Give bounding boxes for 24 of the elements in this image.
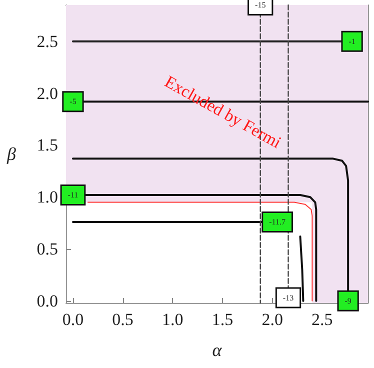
x-tick-label: 0.0 (62, 310, 84, 329)
y-tick-label: 0.0 (36, 291, 58, 310)
x-tick-label: 1.5 (212, 310, 234, 329)
series-label: -11 (68, 190, 78, 200)
series-label: -13 (282, 293, 294, 302)
point (62, 91, 84, 112)
y-tick-label: 1.5 (36, 136, 58, 155)
y-tick-label: 2.0 (36, 84, 58, 103)
y-tick-label: 2.5 (36, 32, 58, 51)
series-label: -1 (348, 36, 356, 46)
y-axis-title: β (6, 144, 16, 164)
y-tick-label: 1.0 (36, 188, 58, 207)
series-label: -5 (70, 97, 76, 106)
x-tick-label: 2.0 (262, 310, 283, 329)
y-tick-label: 0.5 (36, 240, 58, 259)
series-label: -9 (344, 296, 352, 306)
point (341, 30, 363, 52)
line-series (87, 202, 313, 302)
x-tick-label: 0.5 (112, 310, 134, 329)
point (60, 184, 86, 206)
x-axis-title: α (212, 340, 222, 360)
x-tick-label: 1.0 (162, 310, 184, 329)
point (337, 290, 359, 312)
x-tick-label: 2.5 (312, 310, 333, 329)
